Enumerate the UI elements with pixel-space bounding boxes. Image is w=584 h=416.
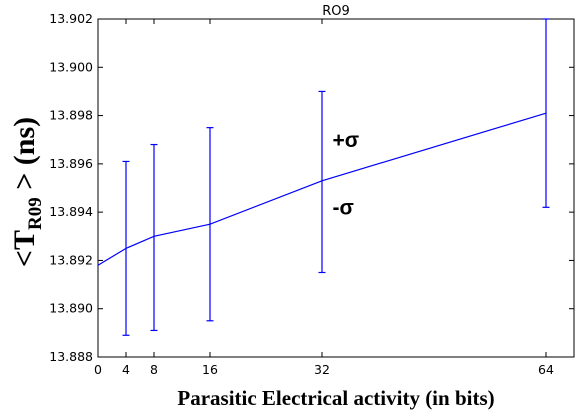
data-point (209, 223, 211, 225)
annotation-label: -σ (333, 197, 354, 220)
data-point (321, 180, 323, 182)
x-tick-label: 8 (150, 362, 158, 377)
x-tick-label: 0 (94, 362, 102, 377)
y-axis-label-subscript: R09 (25, 197, 46, 230)
data-point (125, 247, 127, 249)
x-tick-label: 4 (122, 362, 130, 377)
x-tick-label: 16 (202, 362, 218, 377)
y-axis-label-prefix: <T (8, 230, 41, 267)
data-point (545, 112, 547, 114)
x-tick-label: 64 (538, 362, 554, 377)
data-point (97, 264, 99, 266)
y-tick-label: 13.898 (49, 108, 93, 123)
y-tick-label: 13.892 (49, 252, 93, 267)
plot-area: 13.888 13.890 13.892 13.894 13.896 13.898 13.9… (49, 11, 575, 377)
plot-frame (97, 18, 575, 358)
y-tick-label: 13.896 (49, 156, 93, 171)
y-axis-label: <TR09 > (ns) (8, 117, 46, 267)
y-tick-label: 13.900 (49, 59, 93, 74)
y-axis-label-suffix: > (ns) (8, 117, 41, 197)
x-axis-label: Parasitic Electrical activity (in bits) (177, 386, 494, 410)
data-point (153, 235, 155, 237)
x-tick-label: 32 (314, 362, 330, 377)
y-tick-label: 13.894 (49, 204, 93, 219)
y-tick-label: 13.902 (49, 11, 93, 26)
chart-title: RO9 (322, 4, 350, 19)
y-tick-label: 13.888 (49, 349, 93, 364)
y-tick-label: 13.890 (49, 301, 93, 316)
annotation-label: +σ (333, 129, 360, 152)
series-line (97, 112, 547, 266)
